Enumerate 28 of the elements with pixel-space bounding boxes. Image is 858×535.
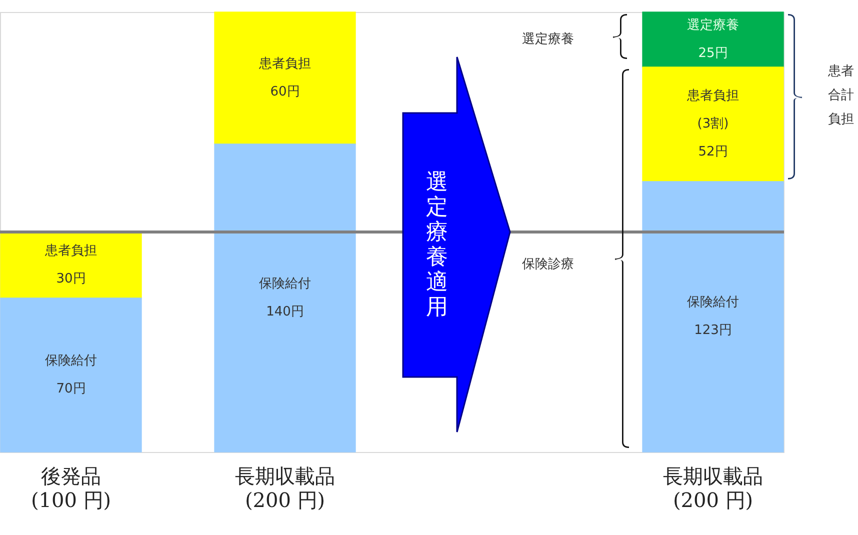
bar (642, 181, 784, 452)
annotation: 選定療養適用 (425, 170, 449, 320)
bar (0, 232, 142, 298)
data-label: 140円 (266, 304, 304, 320)
text: 患者負担 (687, 88, 739, 104)
series-label: 選定療養 (687, 18, 739, 33)
bar (0, 298, 142, 452)
x-tick-label: 後発品 (100 円) (30, 464, 112, 512)
bar (214, 144, 356, 452)
series-label: 患者負担 (44, 243, 97, 258)
text: 保険給付 (45, 353, 97, 368)
annotation: 選定療養 (522, 31, 574, 49)
x-tick-label: 長期収載品 (200 円) (235, 464, 335, 512)
data-label: 60円 (270, 84, 300, 100)
data-label: 123円 (694, 323, 732, 338)
bar (642, 66, 784, 182)
data-label: 30円 (56, 271, 86, 286)
data-label: 25円 (698, 46, 728, 61)
data-label: (3割) 52円 (697, 116, 729, 160)
annotation: 保険診療 (522, 256, 574, 274)
bar (214, 12, 356, 144)
text: 保険給付 (687, 295, 739, 310)
bar (642, 12, 784, 68)
series-label: 保険給付 (259, 276, 311, 292)
text: 患者合計負担 (828, 63, 855, 129)
data-label: 70円 (56, 381, 86, 396)
text: 患者負担 (259, 56, 311, 72)
x-tick-label: 長期収載品 (200 円) (663, 464, 763, 512)
